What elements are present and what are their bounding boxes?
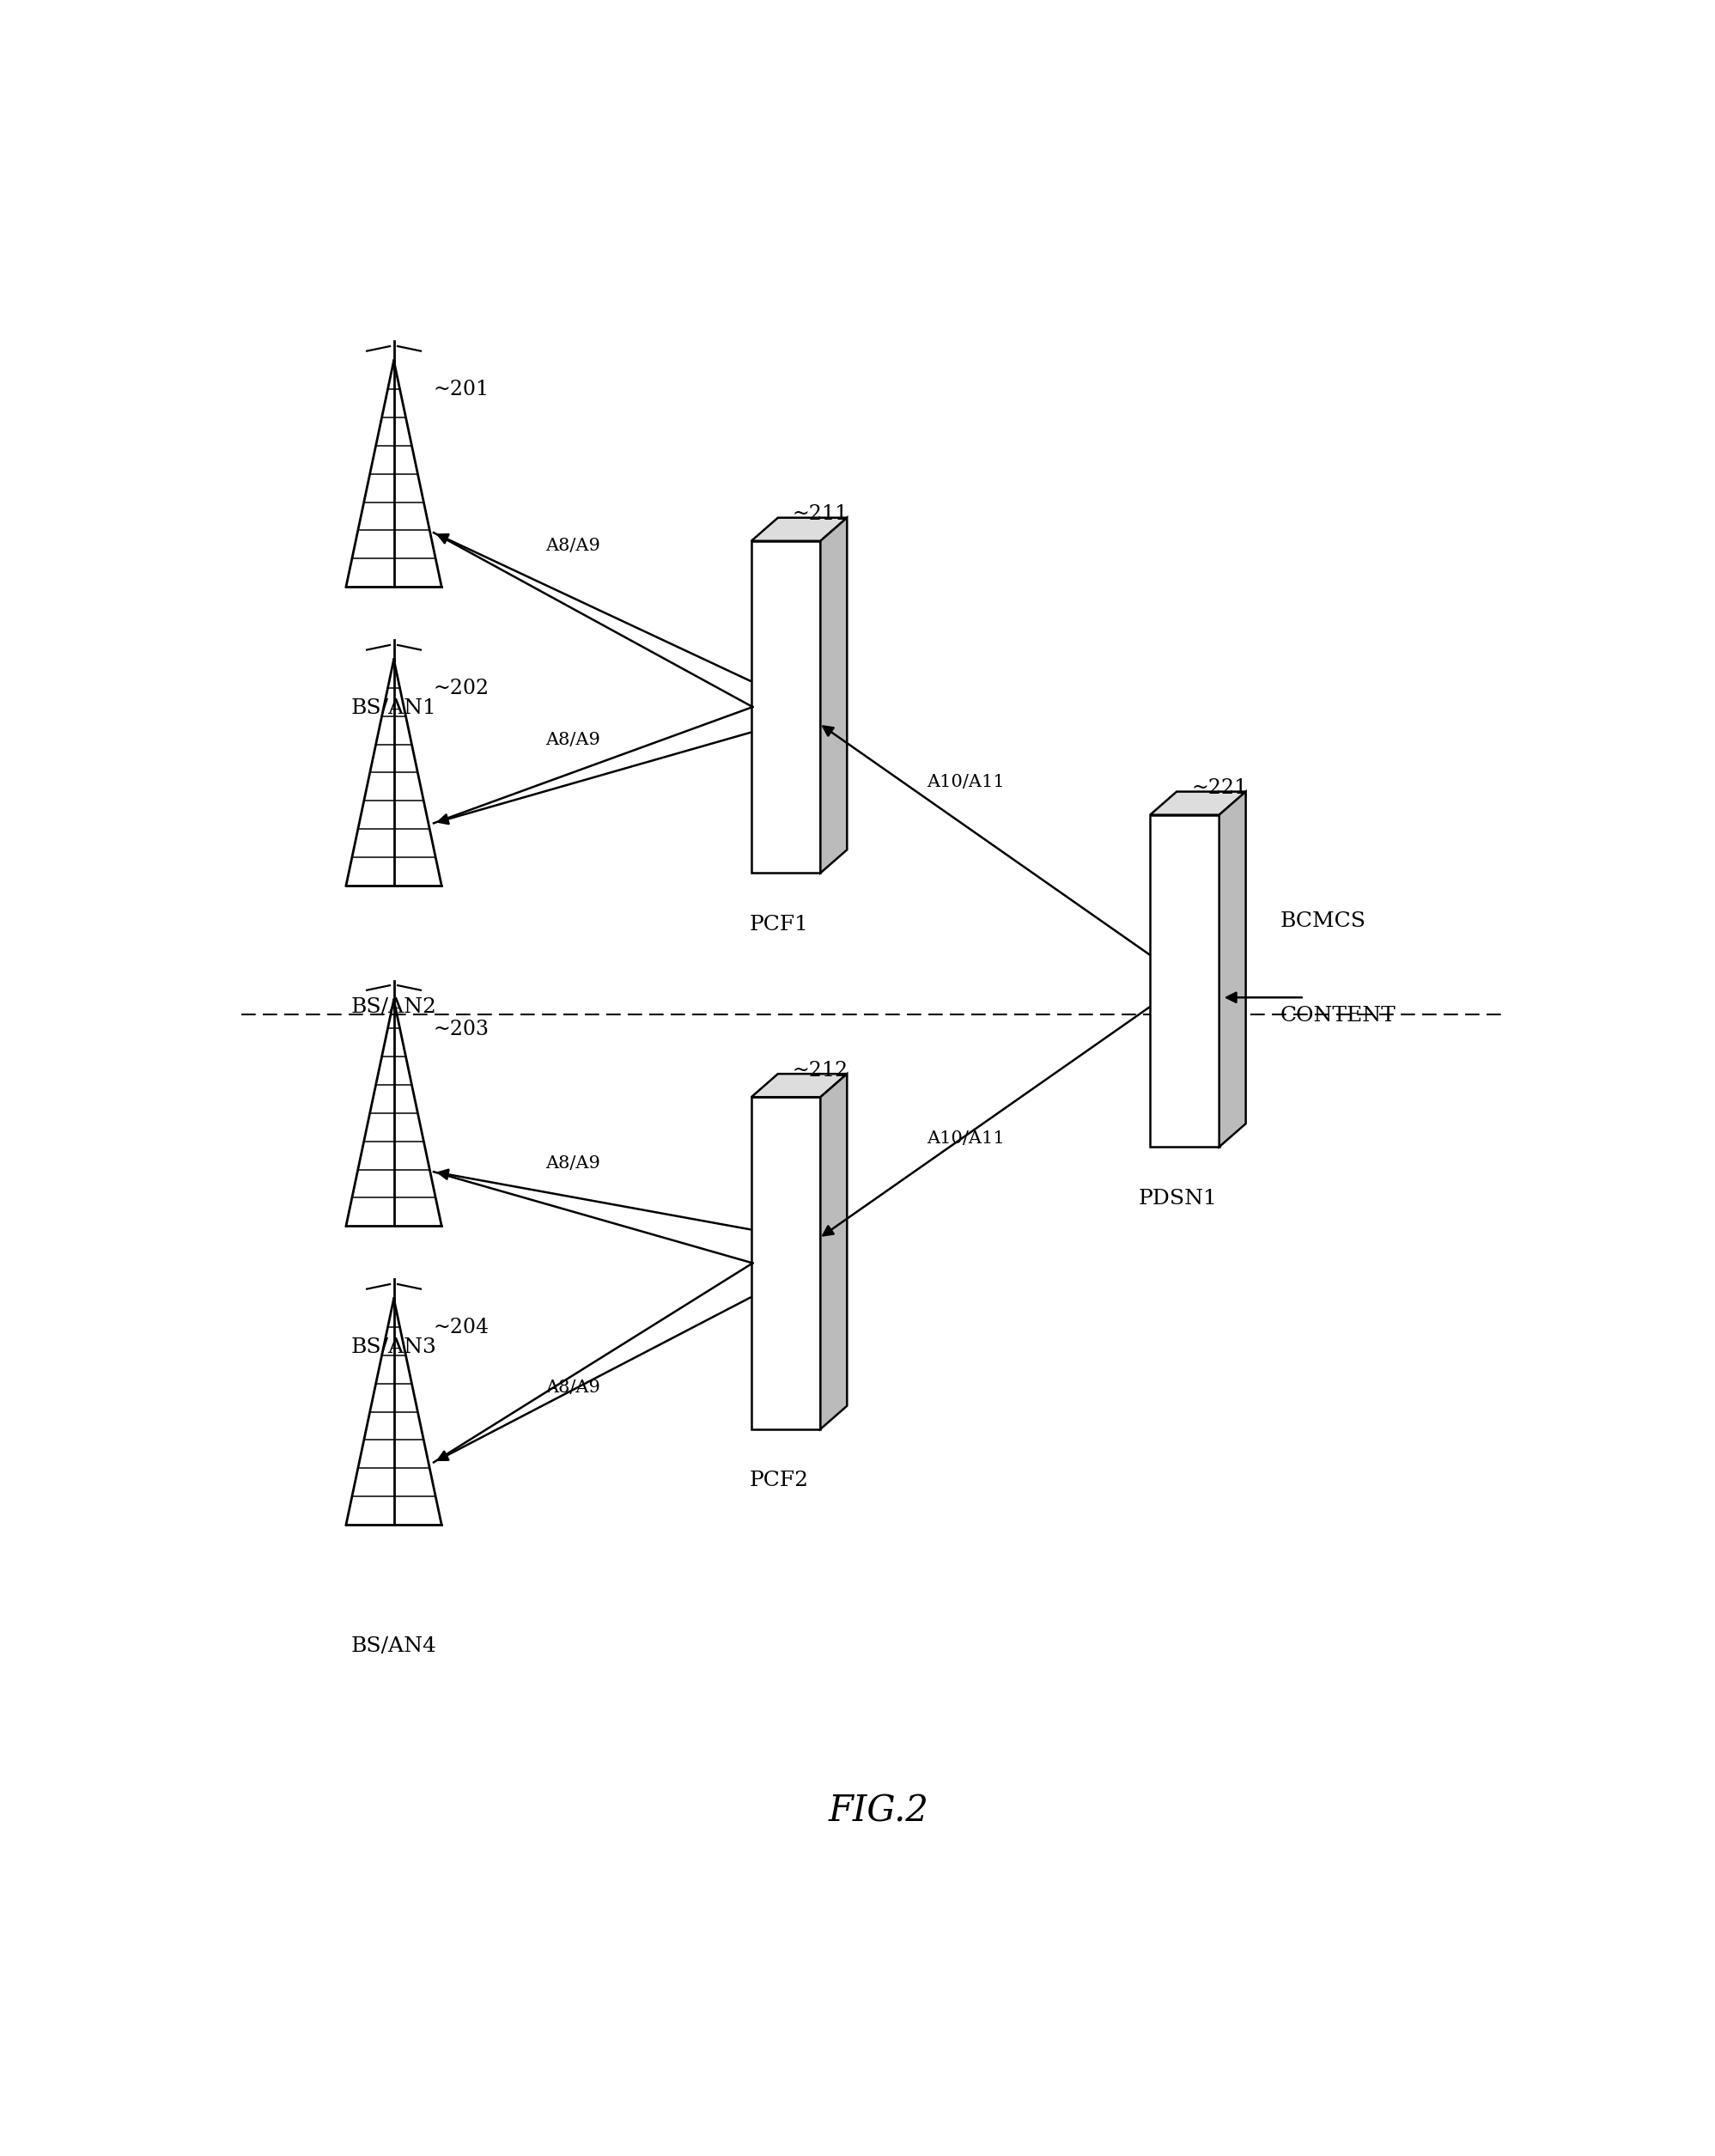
Text: BS/AN2: BS/AN2 xyxy=(352,998,437,1018)
Text: BS/AN1: BS/AN1 xyxy=(352,699,437,718)
Text: A10/A11: A10/A11 xyxy=(926,774,1005,789)
Text: ~202: ~202 xyxy=(434,679,489,699)
Polygon shape xyxy=(751,1074,847,1097)
Text: ~221: ~221 xyxy=(1192,778,1247,798)
Text: ~204: ~204 xyxy=(434,1317,489,1337)
Text: FIG.2: FIG.2 xyxy=(828,1794,930,1828)
Text: A8/A9: A8/A9 xyxy=(545,537,600,554)
Polygon shape xyxy=(1219,791,1245,1147)
Polygon shape xyxy=(1151,791,1245,815)
Polygon shape xyxy=(820,517,847,873)
Text: BS/AN4: BS/AN4 xyxy=(352,1636,437,1656)
Polygon shape xyxy=(820,1074,847,1429)
Polygon shape xyxy=(751,517,847,541)
Polygon shape xyxy=(751,541,820,873)
Text: PCF2: PCF2 xyxy=(749,1470,809,1490)
Text: BCMCS: BCMCS xyxy=(1281,912,1367,931)
Text: ~212: ~212 xyxy=(792,1061,849,1080)
Text: ~203: ~203 xyxy=(434,1020,489,1039)
Text: CONTENT: CONTENT xyxy=(1281,1005,1396,1026)
Polygon shape xyxy=(751,1097,820,1429)
Text: A8/A9: A8/A9 xyxy=(545,733,600,748)
Text: A8/A9: A8/A9 xyxy=(545,1156,600,1173)
Text: PCF1: PCF1 xyxy=(749,914,809,934)
Text: A8/A9: A8/A9 xyxy=(545,1380,600,1395)
Text: PDSN1: PDSN1 xyxy=(1139,1188,1218,1207)
Polygon shape xyxy=(1151,815,1219,1147)
Text: ~201: ~201 xyxy=(434,379,489,399)
Text: A10/A11: A10/A11 xyxy=(926,1130,1005,1147)
Text: ~211: ~211 xyxy=(792,505,849,524)
Text: BS/AN3: BS/AN3 xyxy=(352,1337,437,1358)
